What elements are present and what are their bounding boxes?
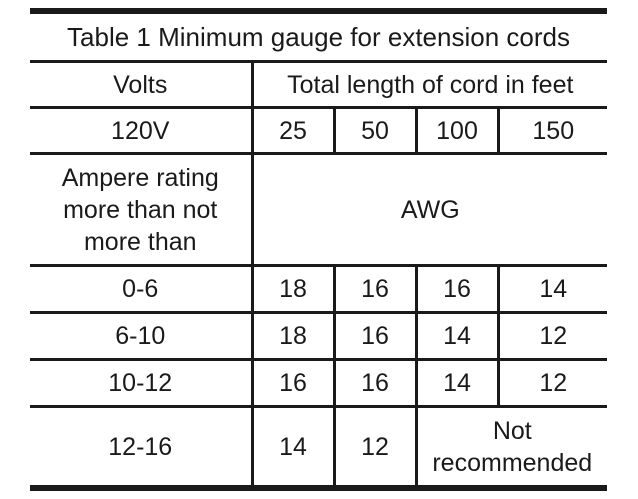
table-row: 6-10 18 16 14 12 xyxy=(30,312,608,361)
volts-header: Volts xyxy=(30,61,252,109)
gauge-value: 16 xyxy=(332,312,416,361)
gauge-value: 12 xyxy=(332,406,416,485)
note-line: Not xyxy=(492,416,532,445)
note-line: recommended xyxy=(432,448,593,477)
gauge-value: 14 xyxy=(414,312,498,361)
table-title: Table 1 Minimum gauge for extension cord… xyxy=(30,14,608,63)
gauge-value: 16 xyxy=(414,265,498,314)
gauge-value: 16 xyxy=(332,265,416,314)
ampere-label-line: Ampere rating xyxy=(61,163,219,192)
gauge-value: 14 xyxy=(496,265,608,314)
table-row: 10-12 16 16 14 12 xyxy=(30,359,608,408)
gauge-value: 12 xyxy=(496,359,608,408)
ampere-range: 12-16 xyxy=(108,432,173,461)
voltage-cell: 120V xyxy=(30,107,252,155)
gauge-value: 18 xyxy=(250,312,334,361)
gauge-table: Table 1 Minimum gauge for extension cord… xyxy=(30,14,608,485)
top-rule xyxy=(30,8,607,14)
gauge-table-container: Table 1 Minimum gauge for extension cord… xyxy=(30,8,608,491)
gauge-value: 16 xyxy=(250,359,334,408)
not-recommended-note: Not recommended xyxy=(414,406,608,485)
length-25: 25 xyxy=(250,107,334,155)
gauge-value: 18 xyxy=(250,265,334,314)
ampere-rating-label: Ampere rating more than not more than xyxy=(30,153,252,267)
length-50: 50 xyxy=(332,107,416,155)
bottom-rule xyxy=(30,485,607,491)
ampere-range: 6-10 xyxy=(30,312,252,361)
length-header: Total length of cord in feet xyxy=(250,61,608,109)
gauge-value: 14 xyxy=(250,406,334,485)
ampere-range: 10-12 xyxy=(30,359,252,408)
awg-unit-cell: AWG xyxy=(250,153,608,267)
ampere-label-line: more than not xyxy=(63,195,218,224)
ampere-range: 0-6 xyxy=(30,265,252,314)
gauge-value: 14 xyxy=(414,359,498,408)
table-row: 0-6 18 16 16 14 xyxy=(30,265,608,314)
ampere-label-line: more than xyxy=(83,227,197,256)
table-row: 12-16 14 12 Not recommended xyxy=(30,406,608,485)
gauge-value: 16 xyxy=(332,359,416,408)
length-150: 150 xyxy=(496,107,608,155)
length-100: 100 xyxy=(414,107,498,155)
gauge-value: 12 xyxy=(496,312,608,361)
